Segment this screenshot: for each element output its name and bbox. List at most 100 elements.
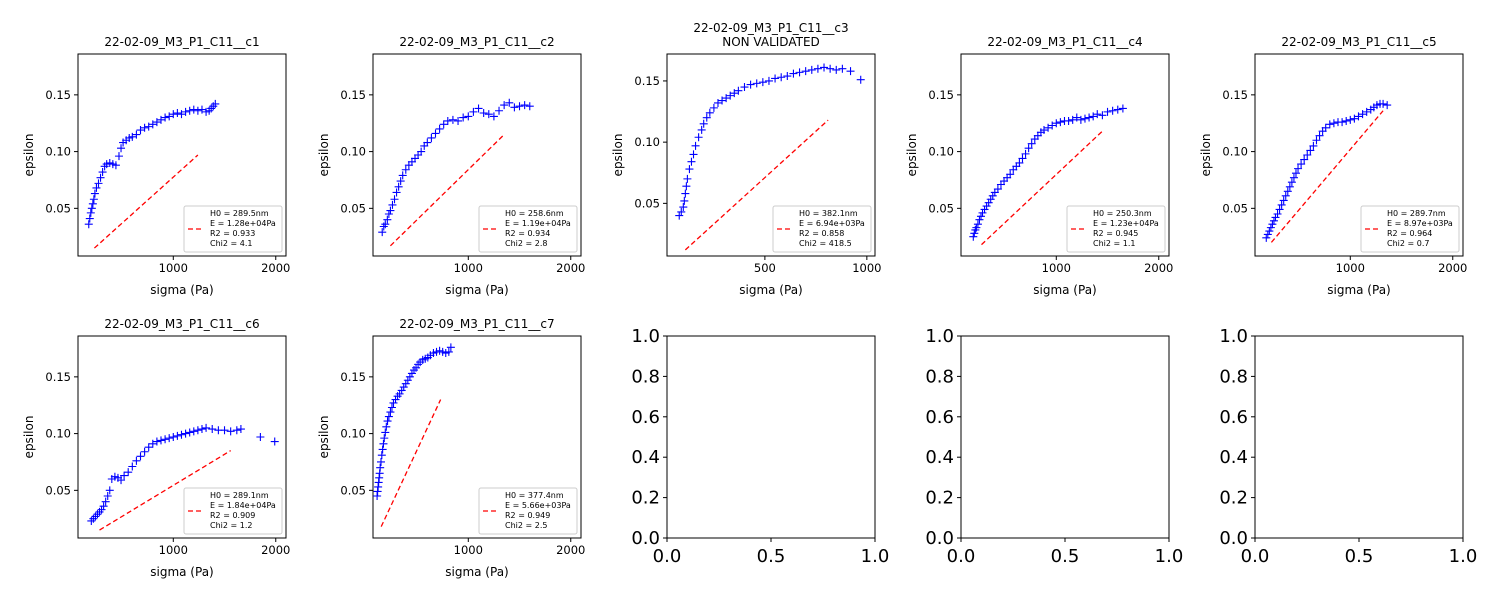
- data-point: [132, 456, 141, 465]
- x-tick-label: 1.0: [1449, 546, 1478, 567]
- data-point: [1098, 111, 1107, 120]
- data-point: [98, 168, 107, 177]
- data-point: [114, 152, 123, 161]
- y-tick-label: 0.05: [340, 483, 366, 497]
- data-point: [1113, 105, 1122, 114]
- y-tick-label: 0.10: [45, 145, 71, 159]
- y-tick-label: 0.6: [1219, 407, 1248, 428]
- legend-line: R2 = 0.933: [210, 229, 255, 238]
- data-point: [1027, 139, 1036, 148]
- data-point: [682, 182, 691, 191]
- plot-frame: [372, 335, 582, 539]
- data-point: [984, 198, 993, 207]
- data-point: [197, 105, 206, 114]
- data-point: [401, 165, 410, 174]
- data-point: [740, 83, 749, 92]
- legend-box: [183, 487, 283, 535]
- x-tick-label: 1000: [1042, 261, 1071, 275]
- data-point: [702, 113, 711, 122]
- data-point: [1108, 106, 1117, 115]
- data-point: [1271, 213, 1280, 222]
- data-point: [777, 73, 786, 82]
- legend-line: Chi2 = 2.8: [505, 239, 547, 248]
- y-tick-label: 1.0: [1219, 326, 1248, 347]
- data-point: [1279, 196, 1288, 205]
- chart-title: 22-02-09_M3_P1_C11__c5: [1281, 35, 1436, 49]
- data-point: [687, 157, 696, 166]
- x-axis-label: sigma (Pa): [445, 283, 508, 297]
- chart-title: 22-02-09_M3_P1_C11__c2: [399, 35, 554, 49]
- data-point: [386, 206, 395, 215]
- data-point: [144, 122, 153, 131]
- data-point: [390, 195, 399, 204]
- chart-title: 22-02-09_M3_P1_C11__c1: [104, 35, 259, 49]
- data-point: [117, 476, 126, 485]
- data-point: [132, 130, 141, 139]
- data-point: [89, 195, 98, 204]
- x-tick-label: 0.0: [947, 546, 976, 567]
- x-tick-label: 0.0: [653, 546, 682, 567]
- data-point: [431, 129, 440, 138]
- data-point: [99, 502, 108, 511]
- data-point: [1085, 113, 1094, 122]
- data-point: [232, 426, 241, 435]
- data-point: [484, 110, 493, 119]
- data-point: [758, 78, 767, 87]
- data-point: [208, 425, 217, 434]
- data-point: [1118, 104, 1127, 113]
- y-tick-label: 0.8: [925, 366, 954, 387]
- y-tick-label: 1.0: [631, 326, 660, 347]
- data-point: [718, 96, 727, 105]
- subplot-5: 1000 2000 0.05 0.10 0.15 22-02-09_M3_P1_C11__…: [1199, 35, 1467, 297]
- data-point: [1048, 121, 1057, 130]
- x-tick-label: 1.0: [861, 546, 890, 567]
- data-point: [446, 343, 455, 352]
- data-point: [156, 115, 165, 124]
- y-tick-label: 0.4: [925, 447, 954, 468]
- data-point: [439, 120, 448, 129]
- x-tick-label: 1000: [1336, 261, 1365, 275]
- data-point: [705, 108, 714, 117]
- data-point: [1024, 144, 1033, 153]
- data-point: [90, 189, 99, 198]
- data-point: [764, 76, 773, 85]
- data-point: [1093, 110, 1102, 119]
- y-tick-label: 0.2: [1219, 488, 1248, 509]
- x-tick-label: 500: [754, 261, 776, 275]
- legend-line: E = 1.28e+04Pa: [210, 219, 276, 228]
- data-point: [379, 439, 388, 448]
- data-point: [681, 189, 690, 198]
- data-point: [474, 104, 483, 113]
- data-point: [838, 64, 847, 73]
- chart-title: 22-02-09_M3_P1_C11__c4: [987, 35, 1142, 49]
- data-point: [405, 372, 414, 381]
- data-point: [1338, 118, 1347, 127]
- data-point: [226, 427, 235, 436]
- data-point: [381, 220, 390, 229]
- data-point: [1277, 200, 1286, 209]
- data-point: [148, 120, 157, 129]
- y-tick-label: 0.0: [925, 528, 954, 549]
- x-tick-label: 1000: [159, 261, 188, 275]
- chart-title: 22-02-09_M3_P1_C11__c7: [399, 317, 554, 331]
- chart-title: 22-02-09_M3_P1_C11__c3: [693, 21, 848, 35]
- data-point: [380, 434, 389, 443]
- data-point: [270, 437, 279, 446]
- legend-line: H0 = 382.1nm: [799, 209, 858, 218]
- x-axis-label: sigma (Pa): [739, 283, 802, 297]
- data-point: [177, 430, 186, 439]
- data-point: [384, 412, 393, 421]
- legend-line: E = 1.23e+04Pa: [1093, 219, 1159, 228]
- fit-line: [99, 450, 232, 531]
- data-point: [709, 103, 718, 112]
- data-point: [820, 63, 829, 72]
- data-point: [1312, 136, 1321, 145]
- subplot-2: 1000 2000 0.05 0.10 0.15 22-02-09_M3_P1_C11__…: [317, 35, 585, 297]
- data-point: [993, 185, 1002, 194]
- y-axis-label: epsilon: [905, 134, 919, 177]
- y-tick-label: 1.0: [925, 326, 954, 347]
- data-point: [752, 79, 761, 88]
- data-point: [185, 428, 194, 437]
